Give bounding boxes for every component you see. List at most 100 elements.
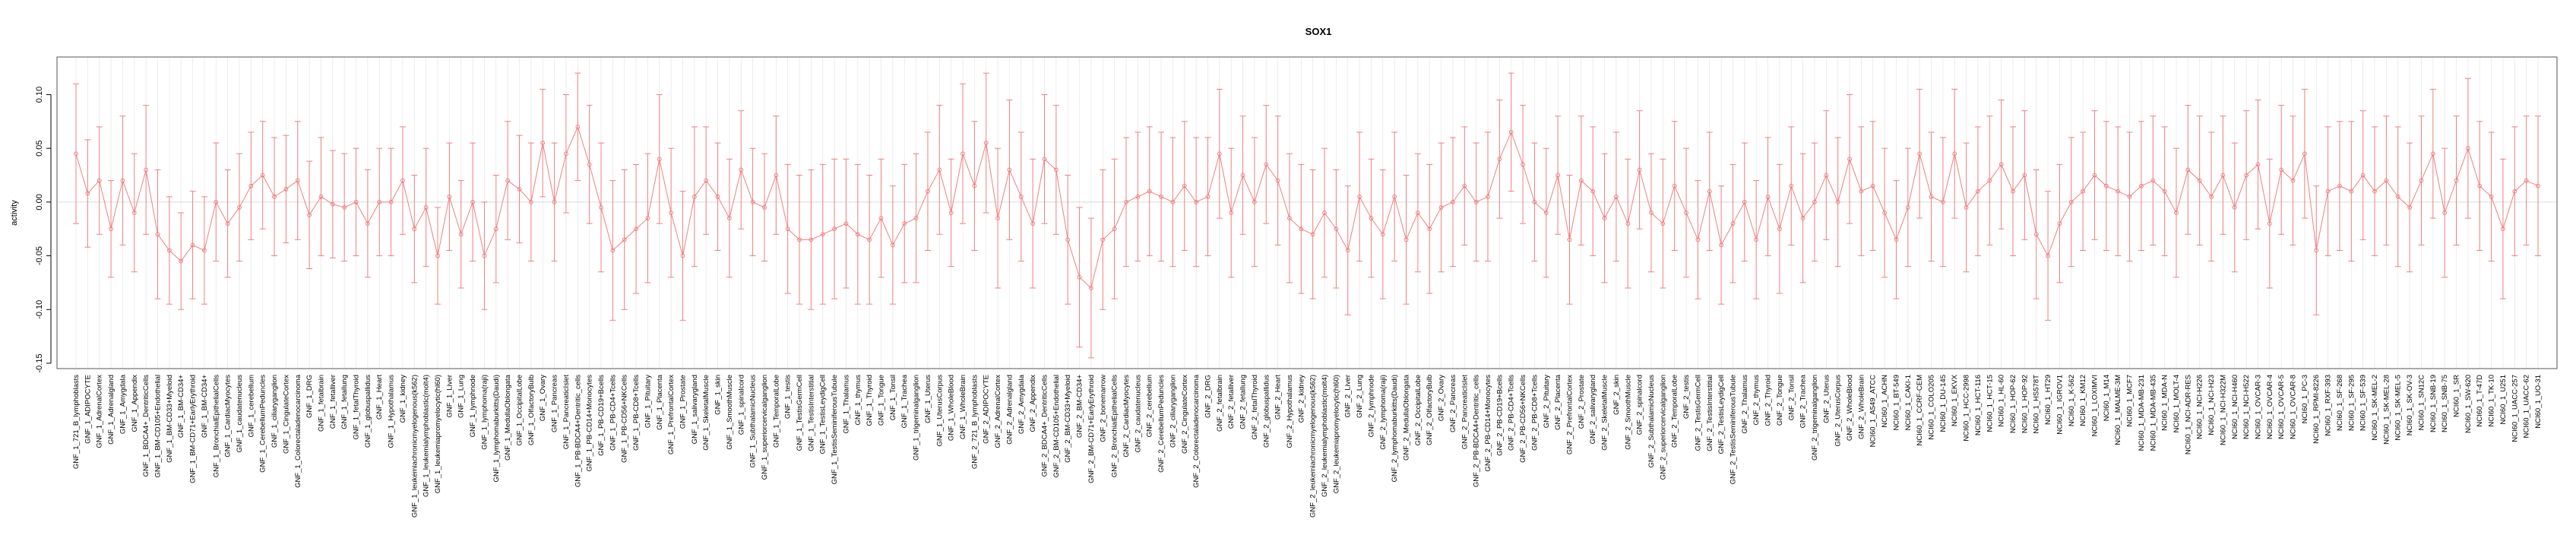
x-tick-label: NCI60_1_OVCAR-8	[2290, 375, 2298, 439]
x-tick-label: NCI60_1_MCF7	[2126, 375, 2135, 427]
x-tick-label: GNF_2_superiorcervicalganglion	[1659, 375, 1667, 480]
data-point	[225, 221, 230, 226]
x-tick-label: GNF_1_BM-CD34+	[177, 375, 185, 439]
x-tick-label: GNF_2_UterusCorpus	[1834, 375, 1843, 447]
data-point	[2057, 221, 2062, 226]
data-point	[2314, 248, 2319, 253]
x-tick-label: GNF_1_BM-CD71+EarlyErythroid	[189, 375, 198, 483]
data-point	[1147, 188, 1152, 194]
data-point	[260, 173, 265, 178]
x-tick-label: GNF_2_Colorectaladenocarcinoma	[1192, 374, 1201, 488]
data-point	[1299, 226, 1304, 232]
data-point	[1217, 151, 1222, 157]
y-tick-label: 0.10	[35, 87, 44, 103]
data-point	[202, 248, 207, 253]
data-point	[307, 212, 312, 217]
data-point	[890, 242, 895, 248]
x-tick-label: GNF_2_TemporalLobe	[1671, 375, 1679, 448]
data-point	[1777, 226, 1782, 232]
x-tick-label: NCI60_1_HOP-62	[2009, 375, 2017, 433]
x-tick-label: GNF_1_Adrenalgland	[107, 375, 116, 445]
data-point	[820, 232, 825, 237]
data-point	[412, 226, 417, 232]
data-point	[482, 253, 487, 258]
data-point	[144, 167, 149, 173]
data-point	[2185, 167, 2191, 173]
data-point	[528, 199, 533, 204]
data-point	[330, 201, 335, 207]
x-tick-label: GNF_1_Prostate	[679, 375, 687, 429]
data-point	[1462, 183, 1467, 188]
x-tick-label: GNF_1_CerebellumPeduncles	[259, 375, 267, 473]
data-point	[1229, 211, 1234, 215]
x-tick-label: NCI60_1_TK-10	[2488, 375, 2496, 427]
x-tick-label: GNF_1_BM-CD33+Myeloid	[166, 375, 174, 463]
x-tick-label: GNF_2_Hypothalamus	[1286, 375, 1294, 448]
data-point	[353, 199, 359, 204]
data-point	[1532, 199, 1537, 204]
data-point	[2092, 173, 2097, 178]
data-point	[739, 167, 744, 173]
data-point	[727, 216, 732, 220]
data-point	[680, 253, 685, 258]
data-point	[1660, 221, 1666, 226]
data-point	[2046, 253, 2050, 258]
x-tick-label: GNF_2_TestisInterstitial	[1706, 375, 1714, 451]
x-tick-label: GNF_1_Placenta	[656, 374, 664, 430]
data-point	[832, 226, 837, 232]
data-point	[1427, 226, 1432, 232]
x-tick-label: GNF_1_MedullaOblongata	[504, 374, 512, 461]
data-point	[540, 141, 546, 146]
x-tick-label: GNF_2_PB-CD19+Bcells	[1495, 375, 1504, 456]
data-point	[1287, 216, 1292, 220]
x-tick-label: GNF_1_testis	[784, 375, 793, 419]
series-line	[75, 125, 2539, 289]
data-point	[1089, 286, 1093, 290]
data-point	[1894, 237, 1899, 242]
data-point	[1451, 199, 1455, 204]
x-tick-label: NCI60_1_SK-MEL-28	[2382, 375, 2391, 445]
data-point	[691, 194, 697, 199]
data-point	[1742, 199, 1747, 204]
x-tick-label: GNF_2_PB-BDCA4+Dentritic_cells	[1473, 375, 1481, 487]
data-point	[1940, 199, 1945, 204]
x-tick-label: GNF_2_ciliaryganglion	[1169, 375, 1177, 448]
data-point	[983, 141, 989, 146]
data-point	[785, 226, 790, 232]
x-tick-label: NCI60_1_HL-60	[1998, 375, 2006, 427]
x-tick-label: GNF_1_BM-CD34+	[201, 375, 209, 439]
x-tick-label: GNF_1_CingulateCortex	[282, 375, 290, 454]
data-point	[2267, 221, 2272, 226]
x-tick-label: NCI60_1_PC-3	[2301, 375, 2309, 423]
x-tick-label: GNF_2_PB-CD8+Tcells	[1530, 375, 1539, 451]
data-point	[878, 216, 884, 220]
x-tick-label: GNF_1_OccipitalLobe	[516, 375, 524, 445]
x-tick-label: GNF_2_Amygdala	[1017, 374, 1026, 434]
series-layer	[73, 72, 2541, 359]
x-tick-label: GNF_2_TestisSeminiferousTubule	[1729, 375, 1737, 484]
x-tick-label: GNF_1_lymphoma(raji)	[480, 375, 489, 450]
chart-title: SOX1	[1305, 26, 1332, 37]
data-point	[1905, 205, 1910, 210]
x-tick-label: GNF_2_globuspallidus	[1262, 375, 1271, 448]
x-tick-label: GNF_2_fetallung	[1239, 375, 1248, 429]
data-point	[1042, 157, 1047, 162]
data-point	[2442, 211, 2448, 215]
data-point	[2011, 188, 2015, 194]
data-point	[610, 248, 616, 253]
data-point	[2430, 151, 2435, 157]
x-tick-label: GNF_1_lymphnode	[469, 375, 477, 437]
data-point	[2081, 188, 2086, 194]
data-point	[1473, 199, 1479, 204]
data-point	[272, 194, 277, 199]
x-tick-label: GNF_1_721_B_lymphoblasts	[72, 375, 81, 469]
data-point	[1369, 216, 1374, 220]
data-point	[2524, 178, 2529, 183]
x-tick-label: NCI60_1_SNB-19	[2429, 375, 2438, 432]
x-tick-label: NCI60_1_NCI-ADR-RES	[2184, 375, 2192, 454]
x-tick-label: GNF_1_Ovary	[539, 375, 547, 421]
data-point	[131, 211, 137, 215]
x-tick-label: NCI60_1_UO-31	[2534, 375, 2543, 429]
data-point	[1521, 162, 1525, 167]
x-tick-label: GNF_2_OlfactoryBulb	[1426, 375, 1434, 445]
